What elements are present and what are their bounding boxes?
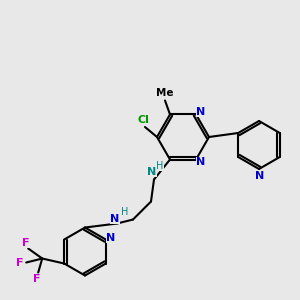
Text: N: N [147, 167, 157, 176]
Text: Me: Me [156, 88, 174, 98]
Text: F: F [16, 257, 24, 268]
Text: H: H [156, 160, 164, 170]
Text: F: F [22, 238, 30, 248]
Text: N: N [255, 171, 265, 181]
Text: N: N [196, 107, 206, 118]
Text: H: H [121, 206, 129, 217]
Text: N: N [106, 232, 116, 242]
Text: Cl: Cl [137, 115, 149, 125]
Text: N: N [110, 214, 120, 224]
Text: N: N [196, 157, 206, 166]
Text: F: F [34, 274, 41, 284]
